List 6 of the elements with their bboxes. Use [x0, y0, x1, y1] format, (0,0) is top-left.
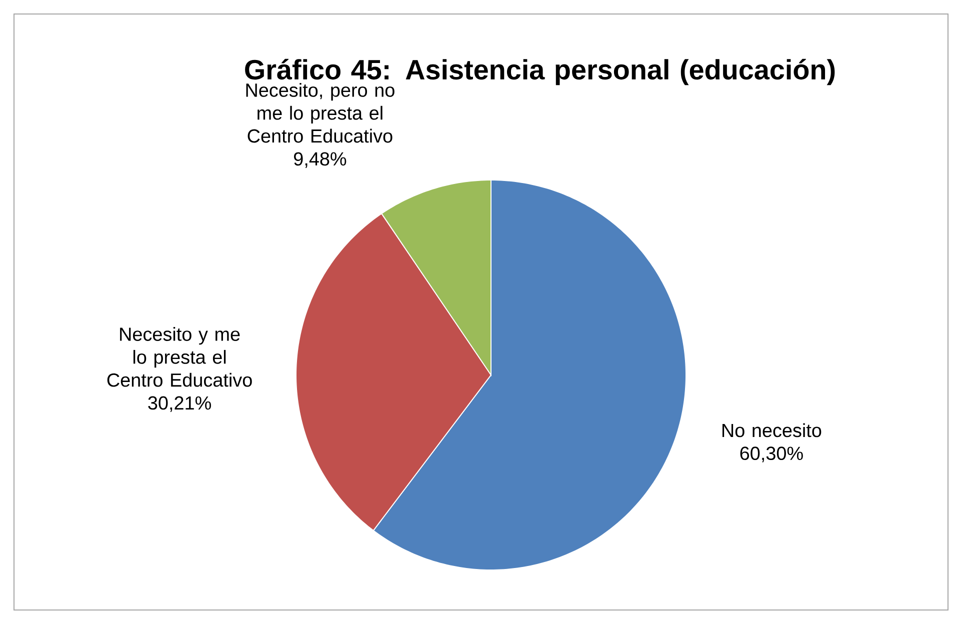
- data-label: 9,48%: [294, 152, 346, 168]
- slice-label: Necesito y me lo presta el Centro Educativo: [107, 327, 252, 387]
- slice-label: No necesito: [722, 423, 822, 438]
- data-label: 30,21%: [148, 396, 211, 412]
- slice-label: Necesito, pero no me lo presta el Centro Educativo: [246, 82, 394, 143]
- data-label: 60,30%: [740, 446, 803, 462]
